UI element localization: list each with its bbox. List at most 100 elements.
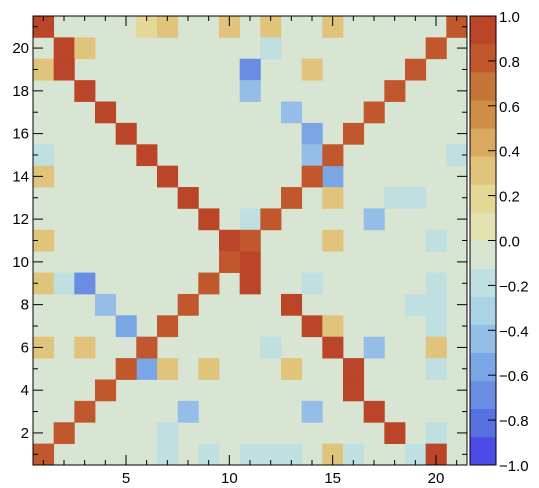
heatmap-cell bbox=[33, 272, 55, 295]
colorbar-segment bbox=[470, 324, 496, 354]
colorbar-tick-label: 0.6 bbox=[499, 99, 520, 116]
heatmap-cell bbox=[115, 315, 137, 338]
heatmap-cell bbox=[198, 358, 220, 380]
colorbar-tick-label: −0.4 bbox=[499, 323, 529, 340]
colorbar-tick-label: 0.4 bbox=[499, 144, 520, 161]
heatmap-cell bbox=[33, 16, 55, 38]
heatmap-cell bbox=[239, 58, 261, 81]
heatmap-cell bbox=[74, 336, 96, 359]
heatmap-cell bbox=[74, 80, 96, 102]
y-tick-label: 18 bbox=[12, 83, 29, 100]
heatmap-cell bbox=[301, 58, 323, 81]
heatmap-cell bbox=[219, 16, 241, 38]
heatmap-cell bbox=[405, 187, 427, 209]
x-tick-label: 5 bbox=[122, 470, 130, 487]
heatmap-cell bbox=[239, 80, 261, 102]
colorbar-segment bbox=[470, 212, 496, 241]
heatmap-cell bbox=[405, 293, 427, 316]
y-axis: 2 4 6 8 10 12 14 16 18 20 bbox=[12, 26, 467, 455]
heatmap-cell bbox=[281, 101, 303, 124]
heatmap-cell bbox=[33, 229, 55, 252]
heatmap-cell bbox=[446, 144, 468, 167]
heatmap-cell bbox=[239, 443, 261, 466]
heatmap-cell bbox=[136, 144, 158, 167]
heatmap-cell bbox=[301, 315, 323, 338]
x-axis: 5 10 15 20 bbox=[42, 16, 458, 487]
heatmap-cell bbox=[384, 187, 406, 209]
heatmap-cell-diagonal bbox=[157, 315, 179, 338]
colorbar-tick-label: −0.6 bbox=[499, 368, 529, 385]
heatmap-cell bbox=[95, 293, 117, 316]
heatmap-cell bbox=[425, 422, 447, 445]
heatmap-cell-diagonal bbox=[53, 422, 75, 445]
heatmap-cell bbox=[157, 165, 179, 188]
heatmap-cell-diagonal bbox=[301, 165, 323, 188]
heatmap-cell bbox=[425, 336, 447, 359]
heatmap-cell bbox=[95, 101, 117, 124]
heatmap-cell bbox=[198, 208, 220, 231]
heatmap-cell bbox=[219, 229, 241, 252]
heatmap-cell bbox=[198, 443, 220, 466]
heatmap-cell bbox=[239, 251, 261, 273]
heatmap-cell bbox=[260, 443, 282, 466]
colorbar-tick-label: 0.8 bbox=[499, 54, 520, 71]
colorbar-segment bbox=[470, 352, 496, 382]
colorbar-segment bbox=[470, 16, 496, 45]
heatmap-cell bbox=[322, 315, 344, 338]
heatmap-cell bbox=[33, 58, 55, 81]
heatmap-cell bbox=[33, 165, 55, 188]
colorbar-segment bbox=[470, 380, 496, 410]
heatmap-cell bbox=[425, 293, 447, 316]
heatmap-cell bbox=[260, 336, 282, 359]
colorbar-segment bbox=[470, 44, 496, 73]
heatmap-cell bbox=[281, 443, 303, 466]
heatmap-cell bbox=[343, 443, 365, 466]
colorbar-segment bbox=[470, 268, 496, 297]
colorbar-tick-label: 0.0 bbox=[499, 234, 520, 251]
heatmap-cell-diagonal bbox=[446, 16, 468, 38]
colorbar-segment bbox=[470, 72, 496, 101]
heatmap-cell-diagonal bbox=[405, 58, 427, 81]
colorbar-segment bbox=[470, 184, 496, 213]
y-tick-label: 14 bbox=[12, 168, 29, 185]
heatmap-cell bbox=[115, 122, 137, 145]
heatmap-cell bbox=[343, 379, 365, 402]
heatmap-cell bbox=[177, 400, 199, 423]
heatmap-cell bbox=[425, 443, 447, 466]
heatmap-cell bbox=[405, 443, 427, 466]
heatmap-cell-diagonal bbox=[425, 37, 447, 60]
colorbar-segment bbox=[470, 128, 496, 157]
heatmap-cell bbox=[322, 16, 344, 38]
heatmap-cell bbox=[136, 16, 158, 38]
heatmap-cell bbox=[343, 358, 365, 380]
heatmap-cell-diagonal bbox=[74, 400, 96, 423]
colorbar-tick-label: 0.2 bbox=[499, 189, 520, 206]
colorbar-segment bbox=[470, 156, 496, 185]
heatmap-cell bbox=[177, 187, 199, 209]
y-tick-label: 6 bbox=[21, 339, 29, 356]
heatmap-cell-diagonal bbox=[198, 272, 220, 295]
heatmap-cell bbox=[425, 272, 447, 295]
colorbar-tick-label: 1.0 bbox=[499, 9, 520, 26]
heatmap-cell bbox=[74, 37, 96, 60]
y-tick-label: 20 bbox=[12, 40, 29, 57]
heatmap-cell bbox=[322, 336, 344, 359]
heatmap-cell bbox=[425, 229, 447, 252]
heatmap-cell bbox=[363, 336, 385, 359]
heatmap-cell bbox=[301, 144, 323, 167]
heatmap-cell-diagonal bbox=[384, 80, 406, 102]
heatmap-cell bbox=[260, 37, 282, 60]
colorbar-tick-label: −0.2 bbox=[499, 278, 529, 295]
heatmap-cell bbox=[157, 443, 179, 466]
y-tick-label: 2 bbox=[21, 425, 29, 442]
heatmap-cell bbox=[322, 229, 344, 252]
x-tick-label: 20 bbox=[428, 470, 445, 487]
heatmap-cell-diagonal bbox=[219, 251, 241, 273]
heatmap-cell bbox=[157, 422, 179, 445]
heatmap-cell bbox=[239, 208, 261, 231]
heatmap-cell-diagonal bbox=[115, 358, 137, 380]
colorbar-tick-label: −1.0 bbox=[499, 458, 529, 475]
colorbar-tick-label: −0.8 bbox=[499, 413, 529, 430]
heatmap-cell bbox=[301, 272, 323, 295]
